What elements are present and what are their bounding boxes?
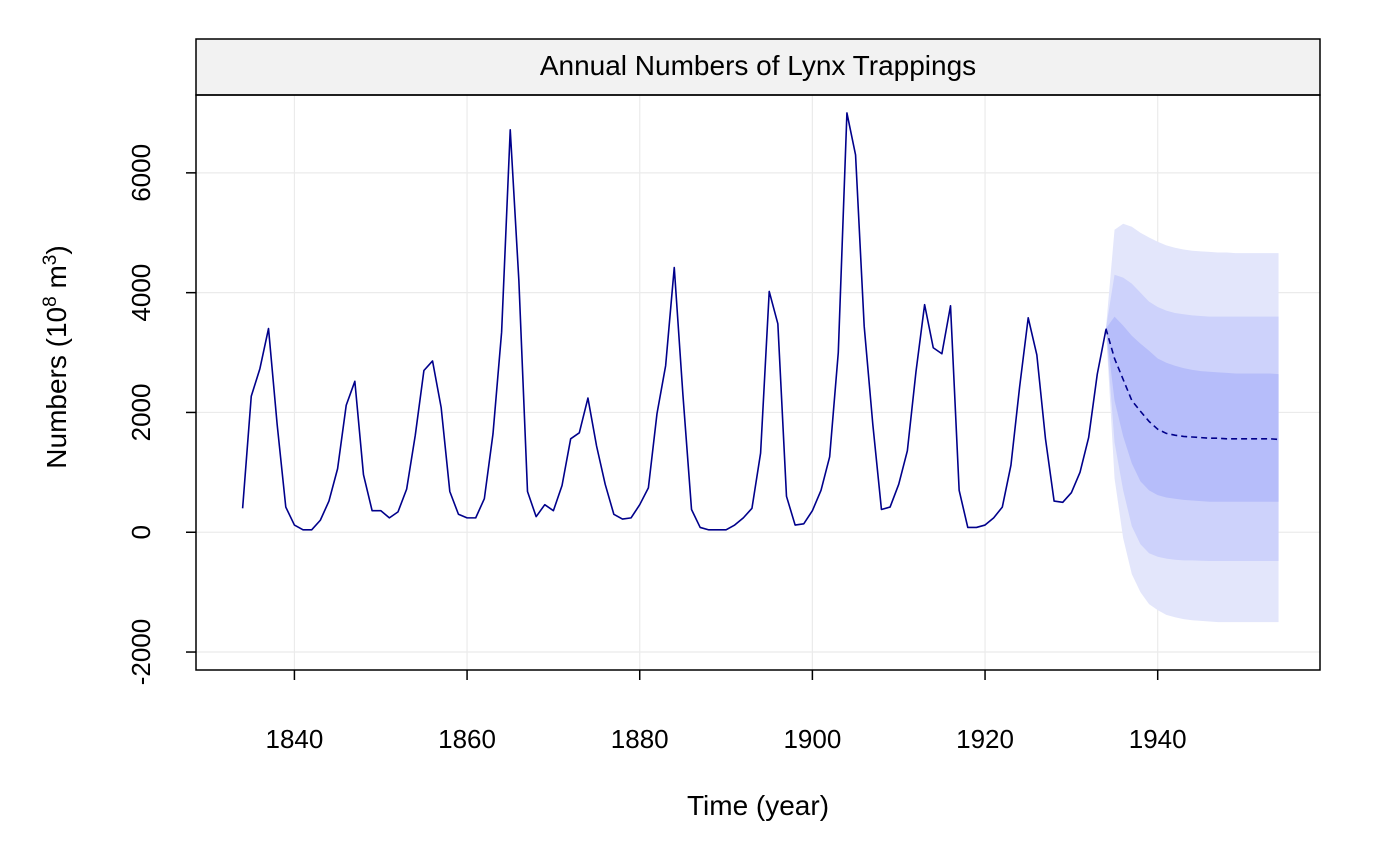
plot-border	[195, 94, 1321, 671]
forecast-mean-line	[1105, 328, 1279, 441]
forecast-band-80	[1105, 316, 1279, 502]
y-axis-title: Numbers (108 m3)	[40, 245, 73, 468]
x-axis: 1840 1860 1880 1900 1920 1940	[265, 670, 1187, 754]
forecast-bands	[1105, 223, 1279, 623]
y-tick-label: 2000	[126, 384, 156, 442]
x-tick-label: 1840	[265, 724, 323, 754]
observed-series-line	[241, 112, 1107, 531]
x-tick-label: 1900	[783, 724, 841, 754]
x-tick-label: 1940	[1129, 724, 1187, 754]
y-tick-label: 6000	[126, 144, 156, 202]
chart-title: Annual Numbers of Lynx Trappings	[540, 50, 976, 81]
x-axis-title: Time (year)	[687, 790, 829, 821]
y-tick-label: -2000	[126, 619, 156, 686]
y-tick-label: 4000	[126, 264, 156, 322]
y-axis: -2000 0 2000 4000 6000	[126, 144, 196, 685]
x-tick-label: 1880	[611, 724, 669, 754]
x-tick-label: 1860	[438, 724, 496, 754]
y-tick-label: 0	[126, 525, 156, 539]
series-lines	[241, 112, 1279, 531]
x-tick-label: 1920	[956, 724, 1014, 754]
